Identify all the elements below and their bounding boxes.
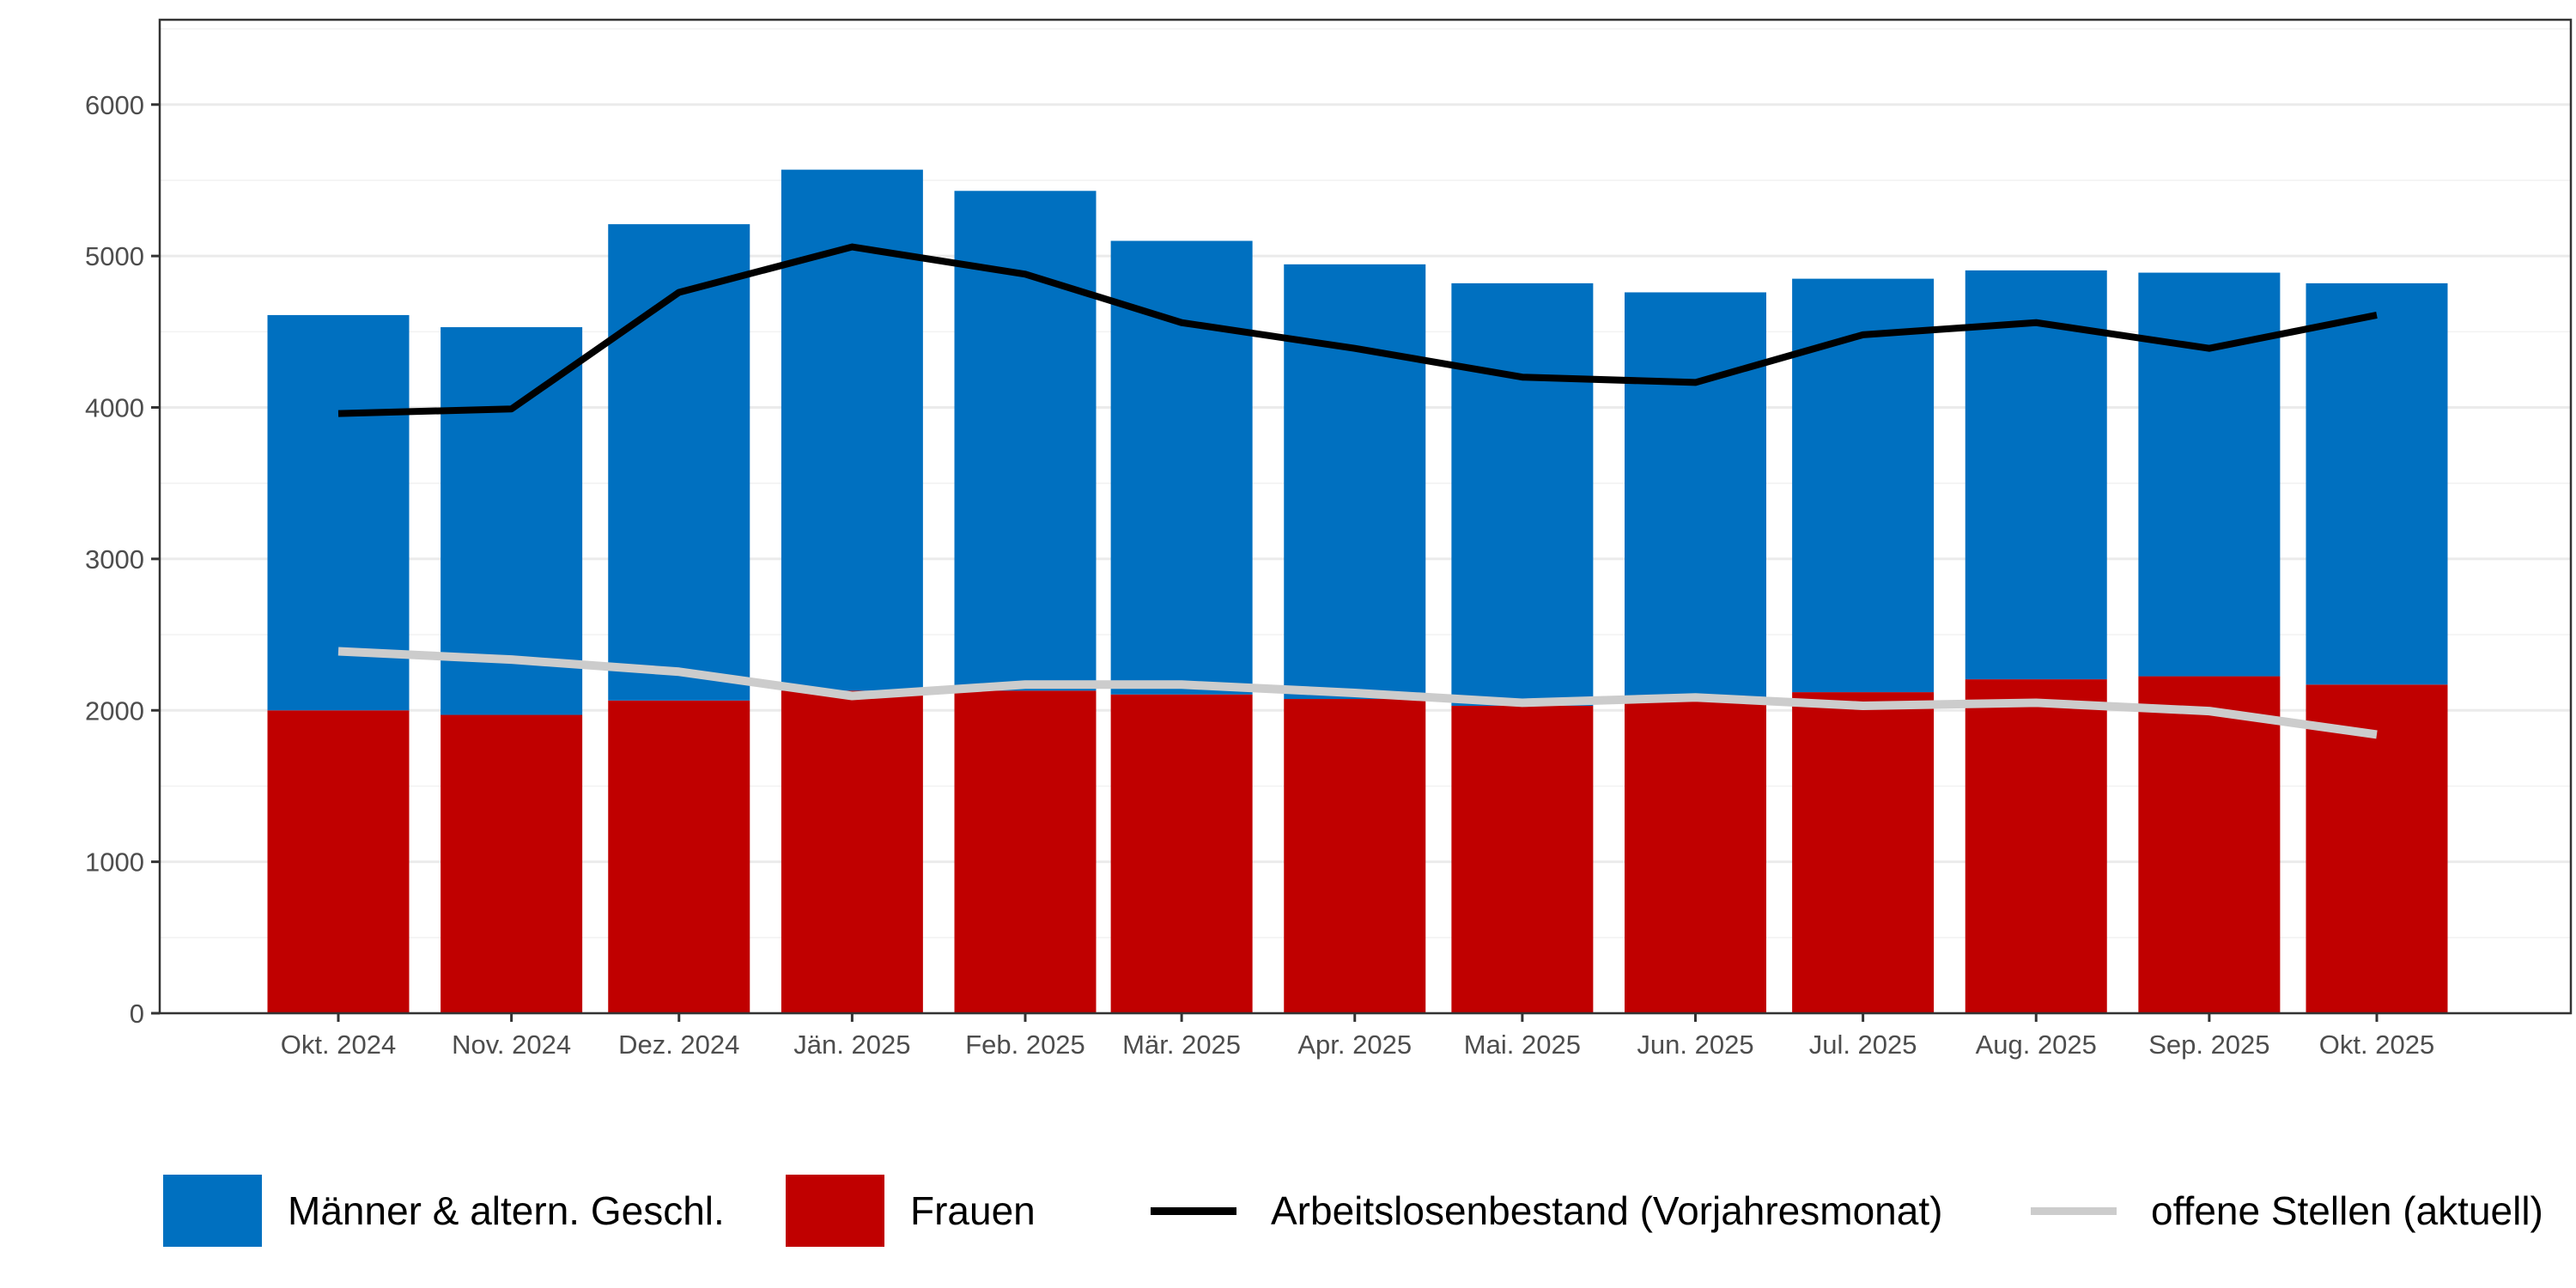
bar-frauen (2306, 684, 2448, 1013)
x-tick-label: Okt. 2024 (281, 1030, 396, 1060)
y-tick-label: 2000 (85, 696, 144, 726)
bar-mnner (1965, 270, 2107, 680)
bar-frauen (1284, 699, 1426, 1013)
line-offene-stellen (337, 647, 2378, 739)
y-tick-label: 5000 (85, 241, 144, 271)
y-tick-label: 1000 (85, 848, 144, 878)
legend-swatch-frauen (786, 1175, 884, 1247)
bar-mnner (2138, 272, 2281, 677)
x-tick-label: Okt. 2025 (2319, 1030, 2434, 1060)
plot-border (158, 18, 2573, 1015)
legend-item-arbeitslosenbestand: Arbeitslosenbestand (Vorjahresmonat) (1151, 1172, 1942, 1249)
y-tick-label: 3000 (85, 544, 144, 574)
bar-mnner (267, 314, 410, 711)
x-tick-label: Mär. 2025 (1122, 1030, 1241, 1060)
legend-label: Arbeitslosenbestand (Vorjahresmonat) (1271, 1188, 1943, 1233)
legend-label: Männer & altern. Geschl. (288, 1188, 725, 1233)
x-tick-label: Jän. 2025 (793, 1030, 910, 1060)
chart: 0 1000 2000 3000 4000 5000 6000 Okt. 2024 Nov. 2… (85, 18, 2573, 1060)
line-arbeitslosenbestand (337, 243, 2378, 417)
bar-mnner (2306, 283, 2448, 685)
bar-mnner (1284, 264, 1426, 700)
legend-item-frauen: Frauen (786, 1172, 1036, 1249)
x-tick-label: Apr. 2025 (1297, 1030, 1412, 1060)
bar-frauen (954, 690, 1097, 1013)
legend-swatch-maenner (163, 1175, 262, 1247)
x-tick-label: Jul. 2025 (1809, 1030, 1917, 1060)
bar-frauen (267, 710, 410, 1013)
bar-mnner (608, 224, 750, 701)
legend-line-offene-stellen (2031, 1206, 2117, 1215)
legend-label: Frauen (910, 1188, 1036, 1233)
x-tick-label: Nov. 2024 (452, 1030, 571, 1060)
legend-item-maenner: Männer & altern. Geschl. (163, 1172, 725, 1249)
bar-mnner (1624, 292, 1766, 702)
legend-label: offene Stellen (aktuell) (2151, 1188, 2543, 1233)
legend: Männer & altern. Geschl. Frauen Arbeitsl… (0, 1172, 2576, 1249)
bar-frauen (440, 714, 583, 1013)
y-tick-label: 6000 (85, 90, 144, 120)
x-tick-label: Dez. 2024 (618, 1030, 739, 1060)
x-tick-label: Mai. 2025 (1464, 1030, 1581, 1060)
bar-frauen (1110, 694, 1253, 1013)
x-tick-label: Feb. 2025 (965, 1030, 1085, 1060)
x-tick-label: Sep. 2025 (2148, 1030, 2269, 1060)
bar-frauen (608, 700, 750, 1013)
x-tick-label: Aug. 2025 (1976, 1030, 2097, 1060)
bar-frauen (1624, 701, 1766, 1013)
bar-mnner (1792, 278, 1935, 693)
bar-mnner (1451, 283, 1594, 706)
legend-line-arbeitslosenbestand (1151, 1206, 1236, 1215)
bar-frauen (1451, 705, 1594, 1013)
bar-mnner (1110, 240, 1253, 695)
y-tick-label: 0 (130, 999, 144, 1029)
x-tick-label: Jun. 2025 (1637, 1030, 1753, 1060)
bar-frauen (1965, 679, 2107, 1013)
legend-item-offene-stellen: offene Stellen (aktuell) (2031, 1172, 2543, 1249)
bar-frauen (1792, 692, 1935, 1013)
bar-mnner (440, 327, 583, 715)
y-tick-label: 4000 (85, 393, 144, 423)
bar-frauen (2138, 676, 2281, 1013)
bar-frauen (781, 690, 923, 1013)
